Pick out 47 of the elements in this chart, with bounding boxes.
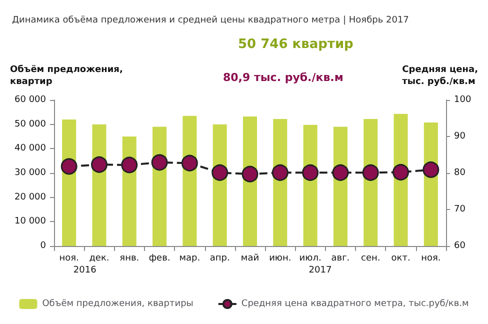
x-tick-label: авг. <box>331 254 350 264</box>
point <box>242 166 258 182</box>
chart-title: Динамика объёма предложения и средней цены квадратного метра | Ноябрь 2017 <box>12 16 409 26</box>
point <box>332 164 349 181</box>
x-tick-label: май <box>240 254 260 264</box>
text: 2017 <box>308 266 332 276</box>
x-tick-label: сен. <box>361 254 380 264</box>
point <box>60 158 78 175</box>
y-tick-label: 20 000 <box>14 192 46 202</box>
point <box>121 156 138 174</box>
point <box>151 154 168 171</box>
y2-axis-title: Средняя цена, тыс. руб./кв.м <box>402 65 478 87</box>
text: 80,9 тыс. руб./кв.м <box>223 71 344 84</box>
x-tick-label: мар. <box>179 254 200 264</box>
y-tick-label: 40 000 <box>14 144 46 154</box>
point <box>181 154 198 172</box>
legend-label: Объём предложения, квартиры <box>42 299 194 309</box>
x-tick-label: ноя. <box>421 254 441 264</box>
x-tick-label: дек. <box>89 254 110 264</box>
x-tick-label: июн. <box>269 254 292 264</box>
point <box>212 164 228 181</box>
x-tick-label: июл. <box>299 254 322 264</box>
y-tick-label: 10 000 <box>14 216 46 227</box>
x-tick-label: окт. <box>391 254 410 264</box>
legend-label: Средняя цена квадратного метра, тыс.руб/кв.м <box>241 299 469 309</box>
text: 2016 <box>73 266 97 276</box>
point <box>90 156 108 173</box>
y-tick-label: 30 000 <box>14 168 46 178</box>
point <box>302 164 319 181</box>
y2-tick-label: 70 <box>454 204 466 214</box>
y-tick-label: 50 000 <box>14 119 46 130</box>
x-tick-label: янв. <box>120 254 140 264</box>
point <box>392 164 410 181</box>
point <box>362 164 379 181</box>
y-tick-label: 60 000 <box>14 95 46 105</box>
y2-tick-label: 80 <box>454 168 466 178</box>
y2-tick-label: 90 <box>454 132 466 142</box>
x-tick-label: фев. <box>148 254 170 264</box>
text: 50 746 квартир <box>238 37 354 52</box>
y-tick-label: 0 <box>40 241 46 251</box>
y-axis-title: Объём предложения, квартир <box>10 64 123 87</box>
point <box>422 161 440 178</box>
x-tick-label: апр. <box>210 254 230 264</box>
y2-tick-label: 100 <box>454 95 472 105</box>
y2-tick-label: 60 <box>454 241 466 251</box>
x-tick-label: ноя. <box>59 254 79 264</box>
point <box>272 164 288 181</box>
